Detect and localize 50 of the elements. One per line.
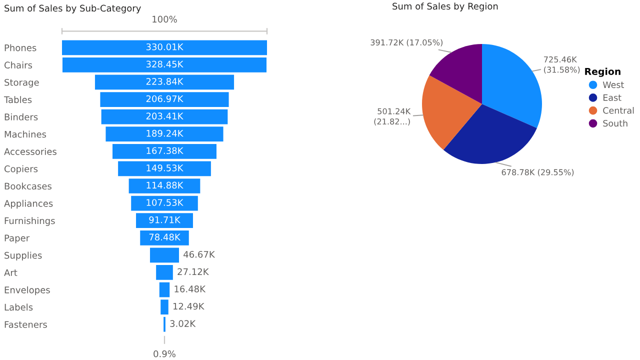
category-label: Binders (4, 113, 38, 120)
category-label: Paper (4, 234, 30, 244)
category-label: Copiers (4, 165, 38, 174)
category-label: Appliances (4, 200, 53, 209)
data-label: 78.48K (149, 234, 181, 240)
category-label: Storage (4, 78, 39, 88)
data-label: 725.46K (31.58%) (544, 56, 580, 74)
data-label: 167.38K (146, 147, 184, 154)
pie-slice (443, 104, 537, 164)
text: 100% (152, 16, 177, 23)
chart-title: Sum of Sales by Region (392, 2, 498, 12)
category-label: Phones (4, 44, 36, 52)
category-label: Art (4, 269, 18, 276)
pie-slice (422, 75, 482, 150)
data-label: 114.88K (146, 182, 184, 189)
category-label: Tables (4, 96, 32, 104)
data-label: 149.53K (146, 164, 184, 172)
category-label: Accessories (4, 148, 56, 155)
data-label: 203.41K (146, 112, 184, 120)
data-label: 678.78K (29.55%) (502, 169, 574, 176)
data-label: 46.67K (184, 250, 216, 258)
data-label: 3.02K (170, 320, 196, 327)
text: Sum of Sales by Sub-Category (4, 4, 141, 14)
data-label: 223.84K (146, 78, 184, 85)
data-label: 206.97K (146, 95, 184, 102)
data-label: 330.01K (146, 43, 184, 50)
legend-label: South (603, 120, 628, 127)
category-label: Labels (4, 304, 33, 311)
data-label: 16.48K (174, 286, 206, 292)
data-label: 27.12K (178, 268, 209, 275)
data-label: 91.71K (149, 216, 181, 224)
category-label: Furnishings (4, 217, 55, 226)
data-label: 391.72K (17.05%) (370, 39, 442, 46)
pie-slice (482, 44, 542, 128)
legend-label: East (604, 94, 622, 101)
category-label: Machines (4, 130, 46, 138)
text: 0.9% (154, 350, 176, 358)
data-label: 107.53K (146, 199, 184, 206)
category-label: Envelopes (4, 286, 50, 296)
legend-label: Central (603, 106, 634, 114)
data-label: 189.24K (146, 130, 184, 137)
category-label: Chairs (4, 62, 32, 68)
category-label: Bookcases (4, 182, 52, 190)
category-label: Supplies (4, 252, 42, 260)
legend-title: Region (585, 68, 620, 77)
data-label: 328.45K (146, 60, 184, 68)
legend-label: West (602, 82, 624, 88)
category-label: Fasteners (4, 321, 47, 328)
data-label: 501.24K (21.82...) (374, 108, 411, 126)
data-label: 12.49K (173, 302, 204, 310)
